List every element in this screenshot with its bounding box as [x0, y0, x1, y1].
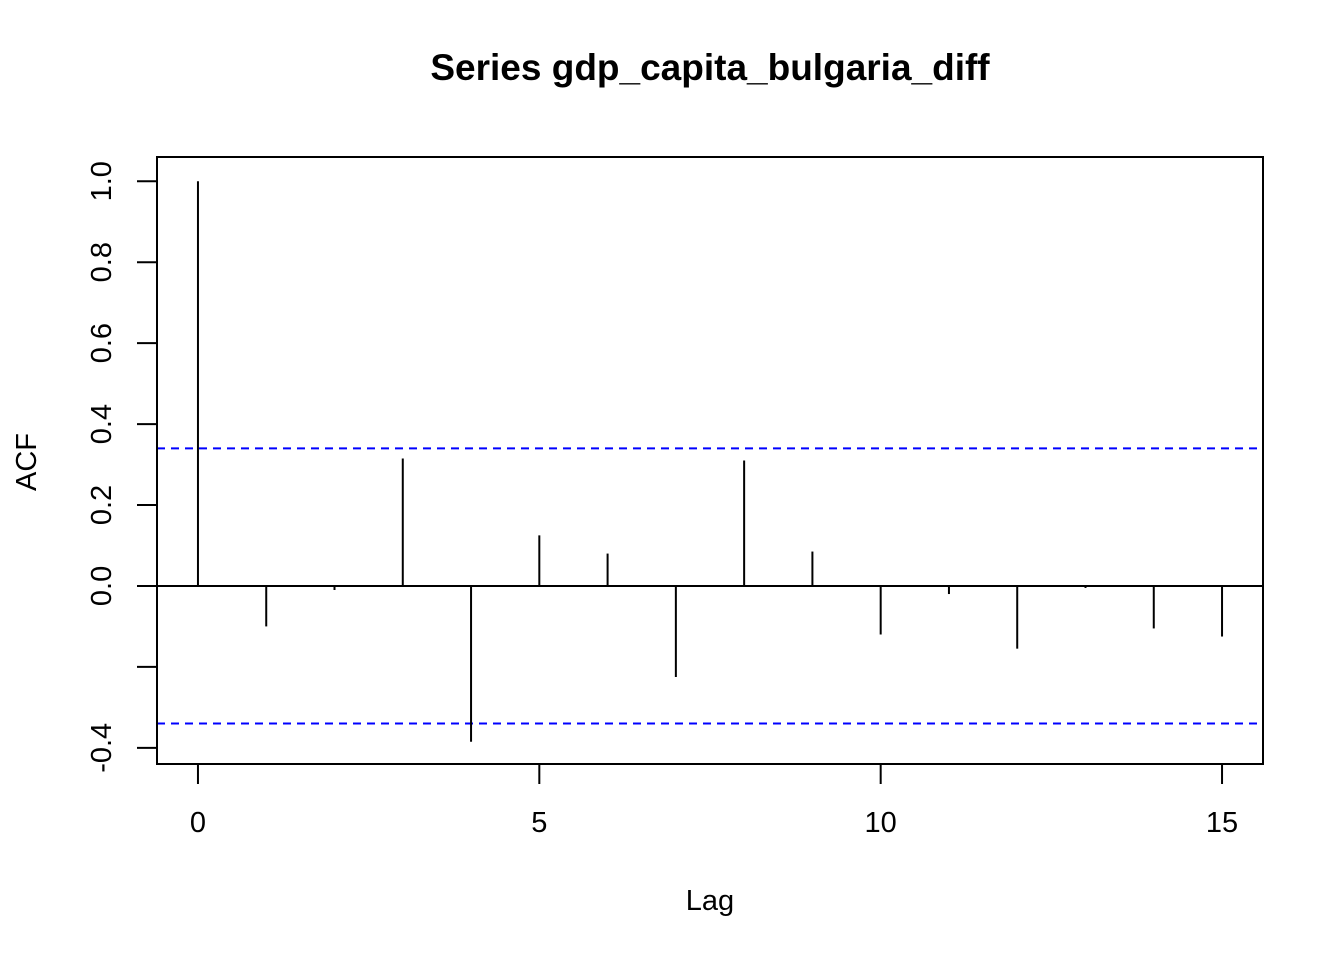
y-tick-label: 0.6 [86, 323, 118, 363]
x-tick-label: 5 [531, 807, 547, 839]
y-tick-label: 0.8 [86, 242, 118, 282]
y-axis-label: ACF [11, 433, 43, 491]
x-axis-label: Lag [686, 885, 734, 917]
x-tick-label: 0 [190, 807, 206, 839]
plot-frame [156, 156, 1264, 765]
chart-title: Series gdp_capita_bulgaria_diff [430, 47, 990, 88]
y-tick-label: 0.0 [86, 566, 118, 606]
y-tick-label: 0.4 [86, 404, 118, 444]
y-tick-label: -0.4 [86, 723, 118, 773]
y-tick-label: 0.2 [86, 485, 118, 525]
x-tick-label: 15 [1206, 807, 1238, 839]
x-tick-label: 10 [865, 807, 897, 839]
y-tick-label: 1.0 [86, 161, 118, 201]
